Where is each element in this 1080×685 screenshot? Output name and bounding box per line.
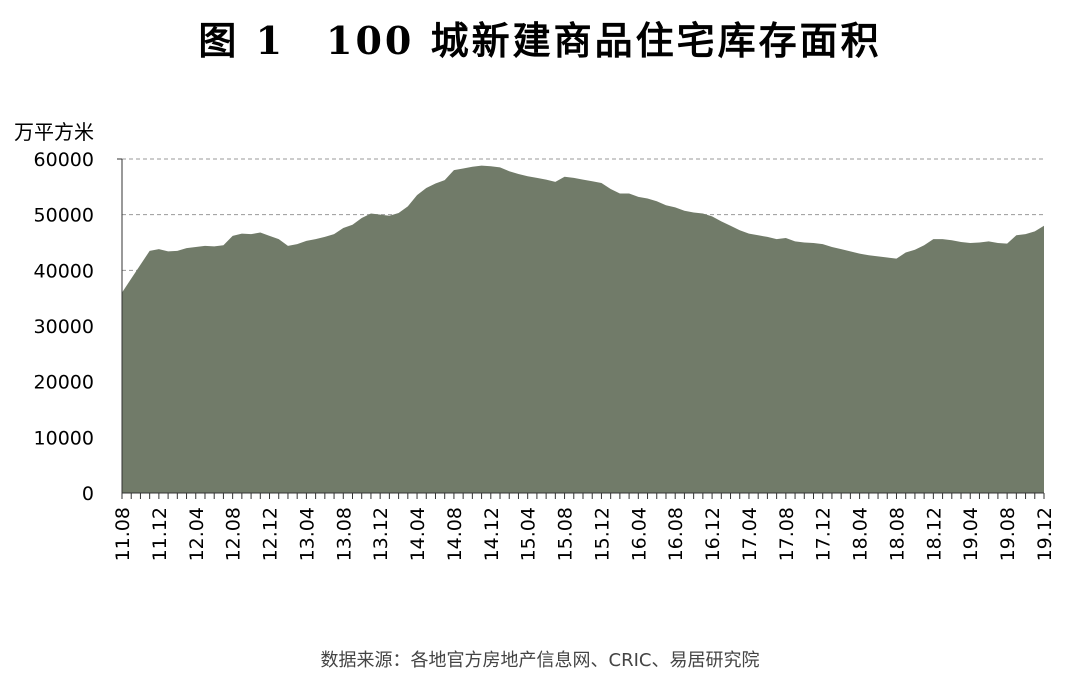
x-tick-label-18.04: 18.04 — [850, 507, 872, 561]
x-tick-label-17.12: 17.12 — [813, 507, 835, 561]
x-tick-label-19.12: 19.12 — [1034, 507, 1056, 561]
x-tick-label-17.08: 17.08 — [776, 507, 798, 561]
x-tick-label-17.04: 17.04 — [739, 507, 761, 561]
x-tick-label-19.08: 19.08 — [997, 507, 1019, 561]
y-tick-label-50000: 50000 — [34, 205, 94, 227]
x-tick-label-11.12: 11.12 — [149, 507, 171, 561]
x-tick-label-12.04: 12.04 — [186, 507, 208, 561]
y-tick-label-10000: 10000 — [34, 427, 94, 449]
axes — [117, 158, 1045, 499]
y-tick-label-40000: 40000 — [34, 260, 94, 282]
x-tick-label-19.04: 19.04 — [960, 507, 982, 561]
x-tick-label-12.08: 12.08 — [223, 507, 245, 561]
y-tick-label-30000: 30000 — [34, 316, 94, 338]
x-tick-label-16.12: 16.12 — [702, 507, 724, 561]
x-tick-label-13.08: 13.08 — [333, 507, 355, 561]
x-tick-label-13.12: 13.12 — [370, 507, 392, 561]
x-tick-labels: 11.08 11.12 12.04 12.08 12.12 13.04 13.08 13.12… — [112, 507, 1056, 561]
series-area — [122, 165, 1044, 493]
y-tick-labels: 0 10000 20000 30000 40000 50000 60000 — [34, 149, 94, 505]
x-tick-label-16.04: 16.04 — [628, 507, 650, 561]
data-source-note: 数据来源：各地官方房地产信息网、CRIC、易居研究院 — [320, 650, 760, 671]
x-tick-label-14.04: 14.04 — [407, 507, 429, 561]
y-tick-label-60000: 60000 — [34, 149, 94, 171]
x-tick-label-13.04: 13.04 — [296, 507, 318, 561]
x-tick-label-15.12: 15.12 — [591, 507, 613, 561]
x-tick-label-15.08: 15.08 — [555, 507, 577, 561]
x-tick-label-14.12: 14.12 — [481, 507, 503, 561]
x-tick-label-14.08: 14.08 — [444, 507, 466, 561]
x-tick-label-16.08: 16.08 — [665, 507, 687, 561]
x-tick-label-18.12: 18.12 — [923, 507, 945, 561]
y-tick-label-20000: 20000 — [34, 372, 94, 394]
x-tick-label-18.08: 18.08 — [886, 507, 908, 561]
x-tick-label-11.08: 11.08 — [112, 507, 134, 561]
x-tick-label-15.04: 15.04 — [518, 507, 540, 561]
y-axis-unit-label: 万平方米 — [14, 120, 94, 144]
chart-title: 图 1 100 城新建商品住宅库存面积 — [198, 18, 882, 63]
x-tick-label-12.12: 12.12 — [260, 507, 282, 561]
y-tick-label-0: 0 — [82, 483, 94, 505]
